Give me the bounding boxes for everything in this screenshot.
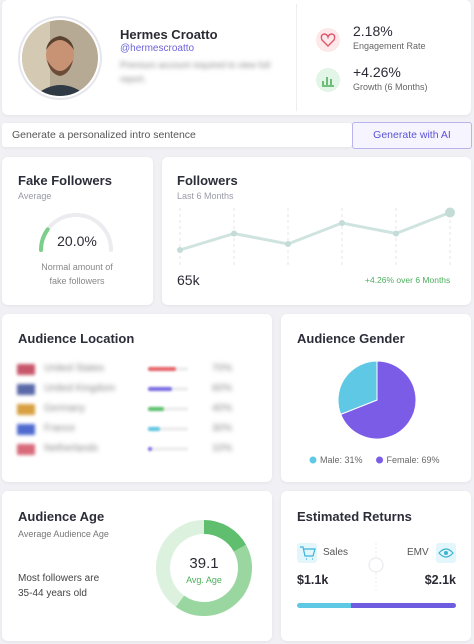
location-percent: 40% <box>212 403 233 414</box>
sales-label: Sales <box>323 547 349 558</box>
country-name: Germany <box>44 403 86 414</box>
location-percent: 10% <box>212 443 233 454</box>
emv-value: $2.1k <box>424 573 456 587</box>
location-percent: 30% <box>212 423 233 434</box>
gauge-note: Normal amount of fake followers <box>41 262 113 286</box>
age-note: Most followers are 35-44 years old <box>18 573 100 599</box>
emv-label: EMV <box>407 547 429 558</box>
card-title: Audience Age <box>18 509 105 524</box>
stat-label: Engagement Rate <box>353 41 426 51</box>
generate-button[interactable]: Generate with AI <box>352 122 472 149</box>
card-title: Audience Location <box>18 331 135 346</box>
name: Hermes Croatto <box>120 27 218 42</box>
followers-total: 65k <box>177 272 200 288</box>
age-average-label: Avg. Age <box>186 575 222 585</box>
followers-growth: +4.26% over 6 Months <box>365 275 451 285</box>
country-name: Netherlands <box>44 443 98 454</box>
handle: @hermescroatto <box>120 43 195 54</box>
divider <box>296 4 297 111</box>
card-subtitle: Last 6 Months <box>177 191 234 201</box>
returns-bar <box>297 603 456 608</box>
vs-label: vs <box>373 560 380 567</box>
country-name: United States <box>44 363 105 374</box>
card-title: Estimated Returns <box>297 509 412 524</box>
emv-bar <box>351 603 456 608</box>
gauge-value: 20.0% <box>57 233 97 249</box>
sales-bar <box>297 603 352 608</box>
bio: Premium account required to view full re… <box>120 60 271 84</box>
intro-input[interactable] <box>2 123 352 147</box>
stat-value: +4.26% <box>353 64 401 80</box>
country-name: France <box>44 423 76 434</box>
location-card <box>2 314 272 482</box>
age-average: 39.1 <box>189 555 219 572</box>
stat-label: Growth (6 Months) <box>353 82 428 92</box>
card-title: Followers <box>177 173 238 188</box>
intro-placeholder: Generate a personalized intro sentence <box>12 129 196 141</box>
sales-value: $1.1k <box>297 573 329 587</box>
card-subtitle: Average Audience Age <box>18 529 109 539</box>
card-subtitle: Average <box>18 191 52 201</box>
card-title: Fake Followers <box>18 173 112 188</box>
card-title: Audience Gender <box>297 331 405 346</box>
location-percent: 70% <box>212 363 233 374</box>
stat-value: 2.18% <box>353 23 393 39</box>
location-percent: 60% <box>212 383 233 394</box>
country-name: United Kingdom <box>44 383 116 394</box>
